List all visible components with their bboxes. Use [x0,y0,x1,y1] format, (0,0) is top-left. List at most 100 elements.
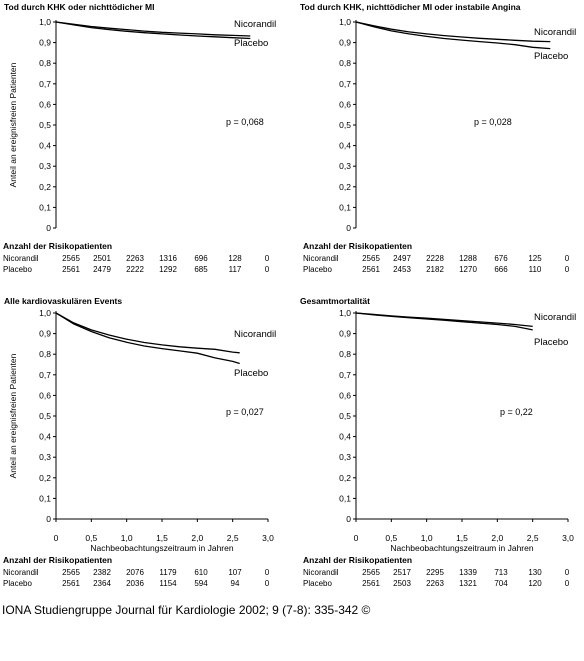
risk-cell: 0 [265,254,270,263]
risk-cell: 666 [494,265,508,274]
risk-cell: 2263 [126,254,144,263]
chart-panel-2: Tod durch KHK, nichttödicher MI oder ins… [300,2,576,274]
risk-cell: 1316 [159,254,177,263]
risk-cell: 2503 [393,579,411,588]
x-tick-label: 1,0 [121,533,133,543]
risk-cell: 120 [528,579,542,588]
risk-cell: 713 [494,568,508,577]
y-tick-label: 0,9 [339,38,351,48]
risk-cell: 2479 [93,265,111,274]
risk-cell: 94 [231,579,240,588]
risk-row-label: Placebo [303,579,332,588]
risk-cell: 2561 [62,579,80,588]
risk-row-label: Nicorandil [3,254,39,263]
risk-cell: 125 [528,254,542,263]
x-tick-label: 1,5 [456,533,468,543]
y-tick-label: 0,9 [39,38,51,48]
y-tick-label: 0,7 [39,79,51,89]
series-label-nicorandil: Nicorandil [234,19,276,30]
series-line-nicorandil [355,21,551,43]
y-tick-label: 0,3 [39,161,51,171]
risk-row-label: Placebo [3,579,32,588]
x-tick-label: 3,0 [562,533,574,543]
risk-row-label: Nicorandil [303,254,339,263]
p-value: p = 0,028 [474,117,512,127]
y-tick-label: 0,2 [339,182,351,192]
risk-cell: 1288 [459,254,477,263]
x-tick-label: 2,0 [191,533,203,543]
risk-cell: 0 [265,265,270,274]
y-tick-label: 0,4 [39,141,51,151]
risk-cell: 2364 [93,579,111,588]
p-value: p = 0,027 [226,407,264,417]
y-tick-label: 1,0 [339,308,351,318]
risk-table-heading: Anzahl der Risikopatienten [303,555,412,565]
risk-cell: 2036 [126,579,144,588]
y-tick-label: 0 [346,223,351,233]
y-tick-label: 0 [346,514,351,524]
y-tick-label: 0,1 [339,202,351,212]
y-tick-label: 0,9 [339,329,351,339]
x-tick-label: 3,0 [262,533,274,543]
risk-row-label: Placebo [303,265,332,274]
risk-cell: 2565 [62,568,80,577]
risk-cell: 117 [229,265,242,274]
y-tick-label: 1,0 [39,308,51,318]
chart-title: Gesamtmortalität [300,296,370,306]
y-tick-label: 0,4 [339,432,351,442]
chart-title: Tod durch KHK oder nichttödicher MI [4,2,154,12]
risk-row-label: Nicorandil [3,568,39,577]
risk-cell: 685 [194,265,208,274]
risk-cell: 2076 [126,568,144,577]
series-line-placebo [55,21,251,40]
risk-table-heading: Anzahl der Risikopatienten [3,241,112,251]
risk-table-heading: Anzahl der Risikopatienten [3,555,112,565]
risk-row-label: Nicorandil [303,568,339,577]
risk-cell: 0 [565,579,570,588]
y-tick-label: 0,6 [39,99,51,109]
risk-cell: 2382 [93,568,111,577]
y-tick-label: 0,7 [339,370,351,380]
risk-cell: 0 [565,568,570,577]
y-tick-label: 0,3 [39,452,51,462]
risk-cell: 107 [228,568,242,577]
y-axis-label: Anteil an ereignisfreien Patienten [8,62,18,187]
y-tick-label: 0,9 [39,329,51,339]
x-tick-label: 2,0 [491,533,503,543]
chart-title: Tod durch KHK, nichttödicher MI oder ins… [300,2,521,12]
series-line-placebo [355,312,533,331]
y-tick-label: 0,2 [39,182,51,192]
risk-cell: 2561 [62,265,80,274]
risk-cell: 2501 [93,254,111,263]
risk-cell: 110 [529,265,542,274]
y-tick-label: 0,1 [339,493,351,503]
risk-cell: 1154 [159,579,177,588]
series-line-placebo [355,21,551,50]
x-tick-label: 2,5 [527,533,539,543]
risk-cell: 2228 [426,254,444,263]
risk-cell: 696 [194,254,208,263]
risk-cell: 0 [565,254,570,263]
risk-cell: 1292 [159,265,177,274]
risk-cell: 2565 [62,254,80,263]
risk-cell: 2565 [362,568,380,577]
y-tick-label: 0,7 [39,370,51,380]
y-tick-label: 0,5 [339,120,351,130]
y-tick-label: 0,4 [339,141,351,151]
series-label-nicorandil: Nicorandil [534,312,576,323]
risk-cell: 2517 [393,568,411,577]
series-line-nicorandil [55,21,251,37]
risk-cell: 2263 [426,579,444,588]
y-tick-label: 0,5 [339,411,351,421]
x-tick-label: 0,5 [385,533,397,543]
y-tick-label: 0,5 [39,120,51,130]
risk-cell: 0 [565,265,570,274]
kaplan-meier-figure: Tod durch KHK oder nichttödicher MI 0 0,1 0… [3,2,576,588]
y-tick-label: 0,8 [339,349,351,359]
risk-cell: 2497 [393,254,411,263]
risk-cell: 2561 [362,579,380,588]
series-label-placebo: Placebo [534,337,568,348]
y-tick-label: 0,1 [39,493,51,503]
risk-cell: 0 [265,579,270,588]
risk-cell: 2453 [393,265,411,274]
